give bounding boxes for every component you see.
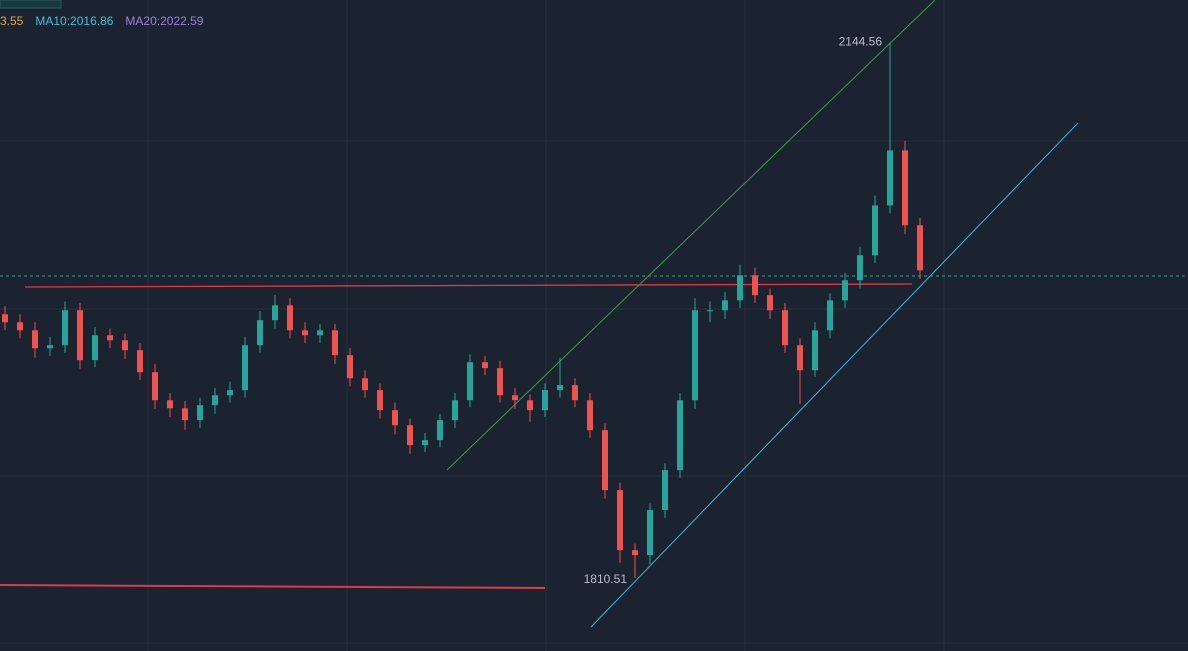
candle-body — [677, 400, 683, 471]
candle-body — [602, 430, 608, 491]
candle-body — [527, 400, 533, 411]
candle-body — [122, 340, 128, 351]
candle-body — [242, 345, 248, 391]
legend-label: 3.55 — [0, 14, 24, 28]
candle-body — [152, 372, 158, 401]
candle-body — [572, 385, 578, 401]
candle-body — [317, 330, 323, 336]
candle-body — [197, 405, 203, 421]
candle-body — [227, 390, 233, 396]
candle-body — [512, 395, 518, 401]
candle-body — [767, 295, 773, 311]
candle-body — [407, 425, 413, 446]
candle-body — [737, 275, 743, 301]
candle-body — [422, 440, 428, 446]
candle-body — [872, 205, 878, 256]
legend: 3.55 MA10:2016.86 MA20:2022.59 — [0, 14, 204, 28]
candle-body — [557, 385, 563, 391]
candle-body — [917, 225, 923, 271]
candle-body — [437, 420, 443, 441]
candle-body — [17, 322, 23, 331]
candle-body — [662, 470, 668, 511]
candle-body — [692, 310, 698, 401]
candle-body — [752, 275, 758, 296]
candle-body — [587, 400, 593, 431]
candles — [2, 42, 923, 579]
toolbar-tab[interactable] — [0, 0, 62, 9]
candle-body — [92, 335, 98, 361]
channel-lower-line — [590, 122, 1079, 628]
candle-body — [392, 410, 398, 426]
candle-body — [167, 400, 173, 409]
candle-body — [842, 280, 848, 301]
candle-body — [107, 335, 113, 341]
candle-body — [137, 350, 143, 373]
candle-body — [182, 408, 188, 421]
candle-body — [902, 150, 908, 226]
high-label: 2144.56 — [839, 35, 883, 49]
candle-body — [257, 320, 263, 346]
candle-body — [887, 150, 893, 206]
candle-body — [812, 330, 818, 371]
candle-body — [827, 300, 833, 331]
candle-body — [2, 314, 8, 323]
low-label: 1810.51 — [584, 572, 628, 586]
candle-body — [377, 390, 383, 411]
candle-body — [272, 305, 278, 321]
candle-body — [707, 310, 713, 312]
candle-body — [302, 330, 308, 336]
candle-body — [32, 330, 38, 349]
candle-body — [797, 345, 803, 371]
channel-upper-line — [446, 0, 936, 471]
candle-body — [782, 310, 788, 346]
candle-body — [467, 362, 473, 401]
candle-body — [452, 400, 458, 421]
candle-body — [362, 378, 368, 391]
candle-body — [857, 255, 863, 281]
candle-body — [722, 300, 728, 311]
candle-body — [347, 355, 353, 379]
support-line — [0, 584, 546, 589]
candle-body — [62, 310, 68, 346]
candle-body — [542, 390, 548, 411]
candle-body — [632, 550, 638, 556]
candle-body — [47, 345, 53, 349]
candle-body — [482, 362, 488, 369]
candle-body — [497, 368, 503, 396]
legend-label: MA20:2022.59 — [125, 14, 203, 28]
candle-body — [77, 310, 83, 361]
candle-body — [617, 490, 623, 551]
candle-body — [287, 305, 293, 331]
resistance-line — [24, 283, 913, 288]
candle-body — [647, 510, 653, 556]
candle-body — [212, 395, 218, 406]
legend-label: MA10:2016.86 — [35, 14, 113, 28]
candle-body — [332, 330, 338, 356]
